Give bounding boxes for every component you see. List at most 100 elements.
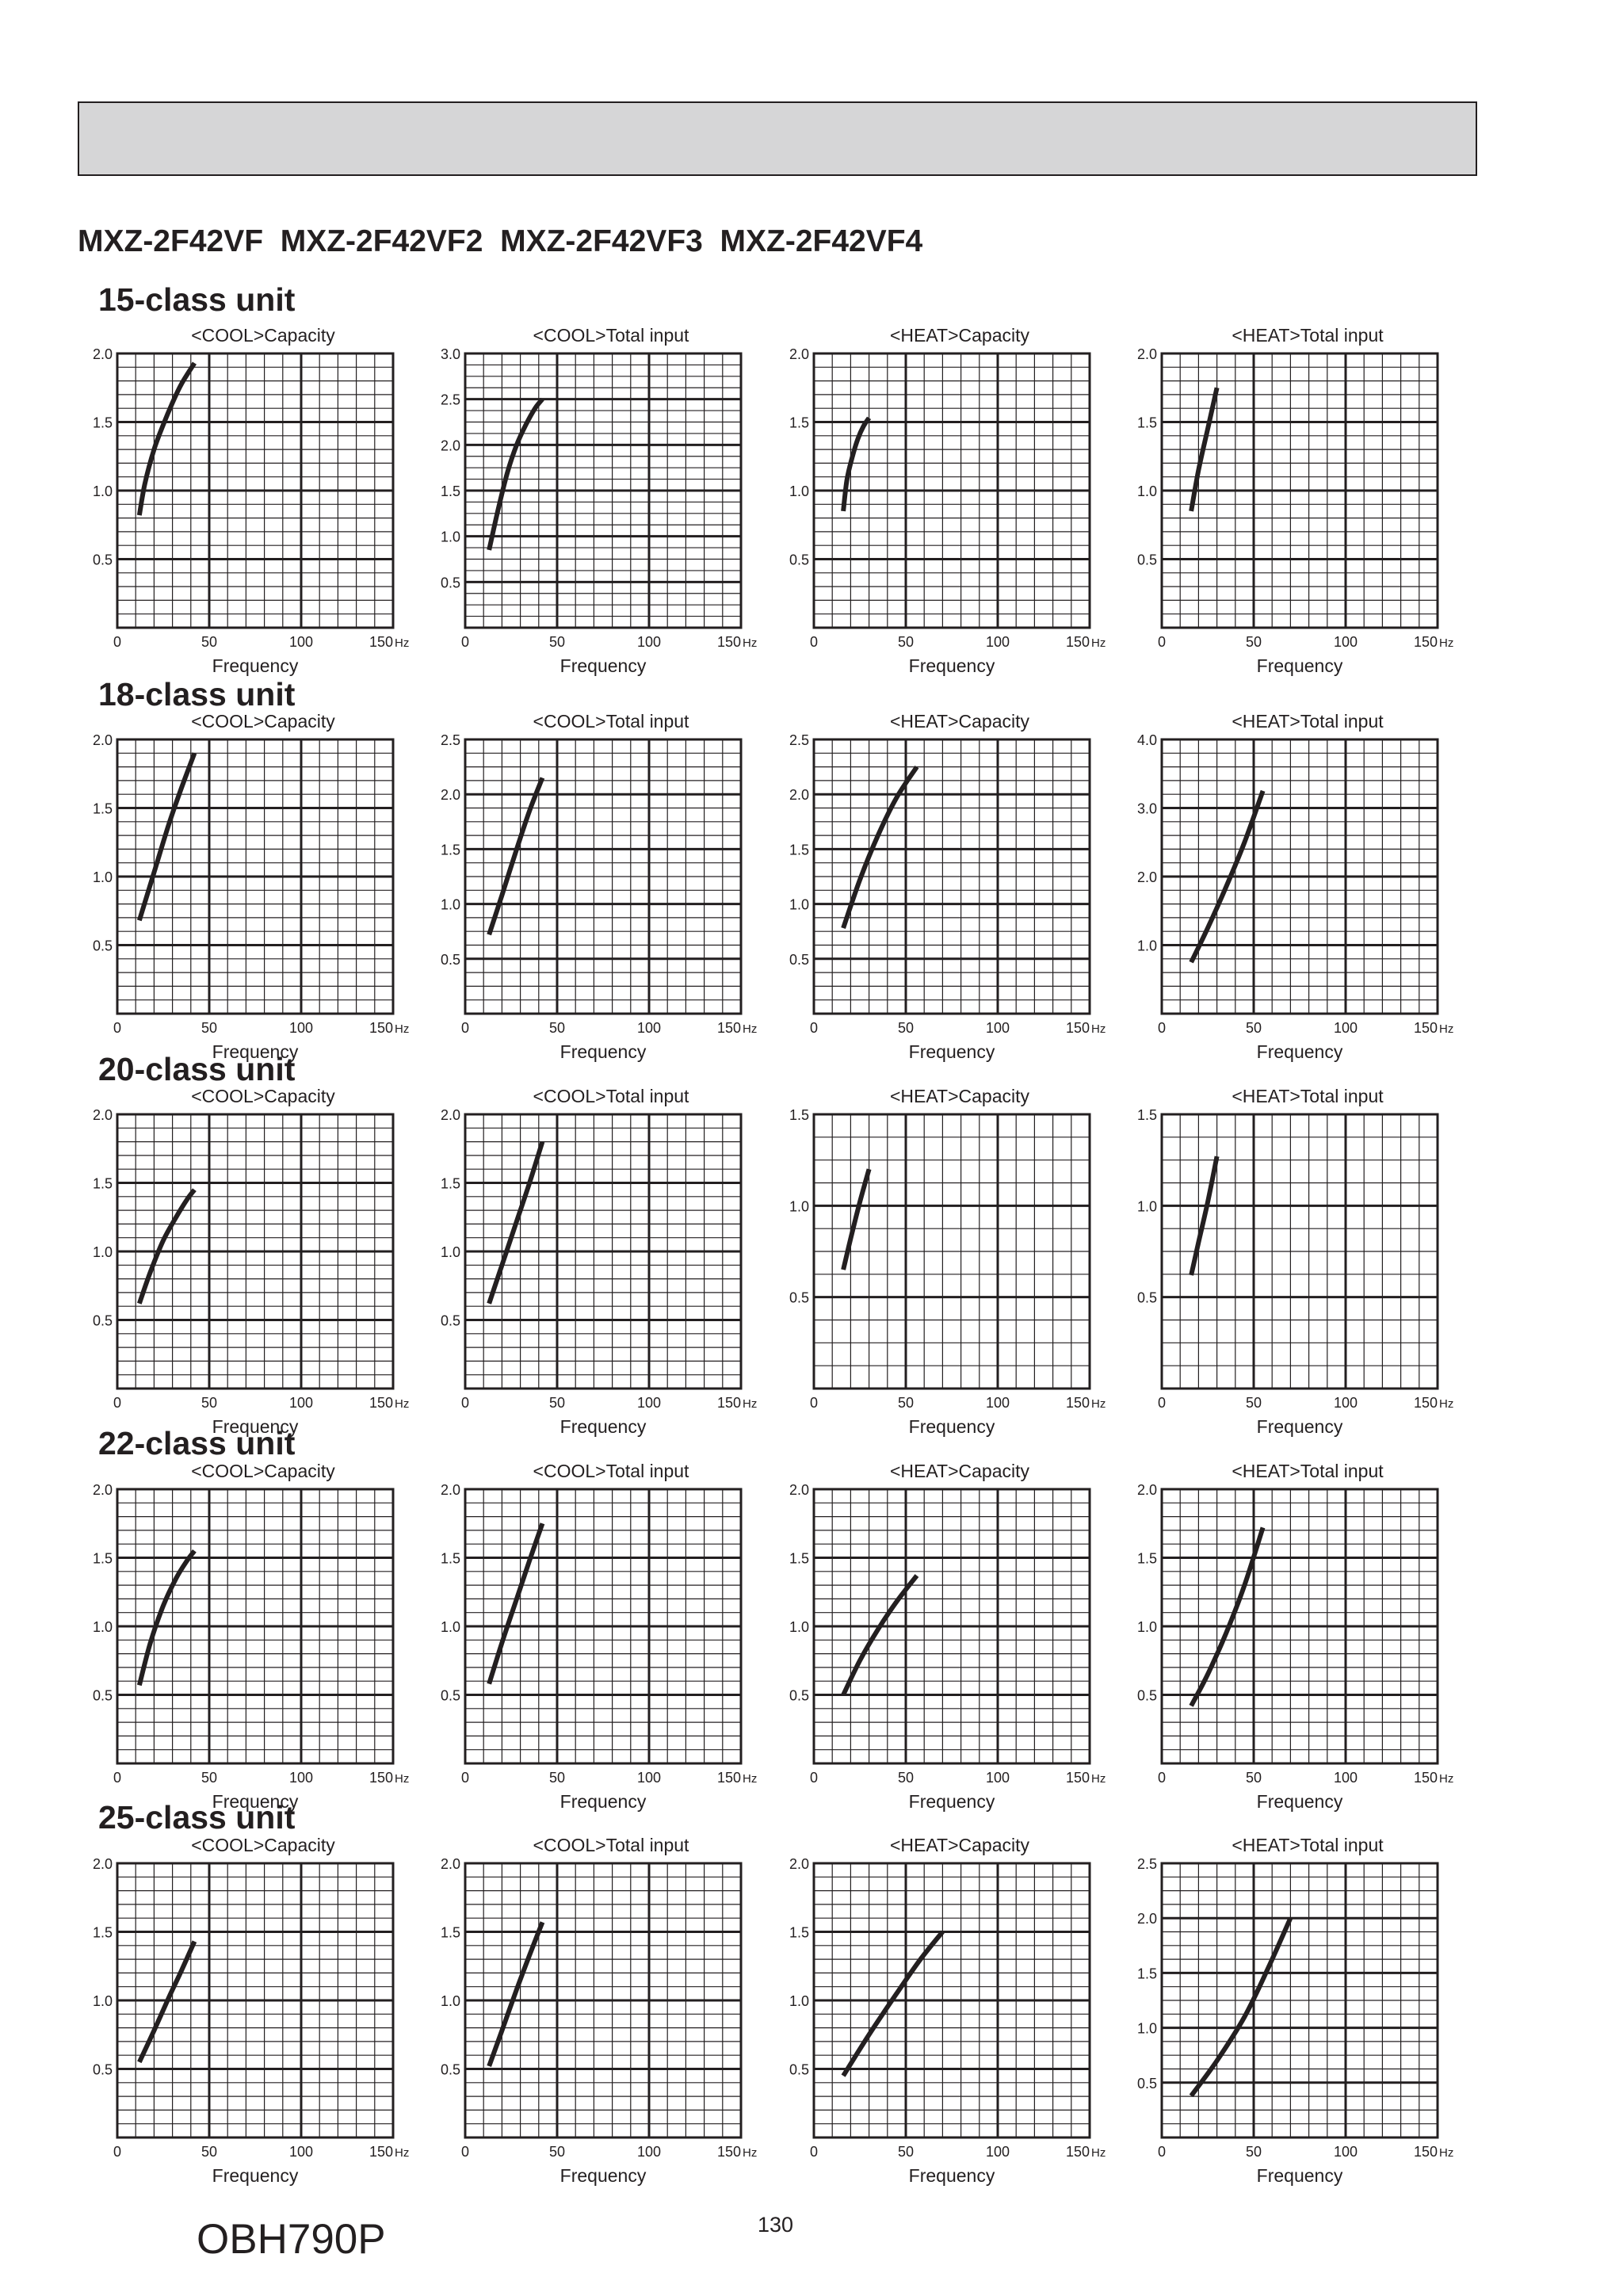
x-tick-label: 100 xyxy=(986,1020,1010,1036)
x-tick-label: 0 xyxy=(810,1020,818,1036)
series-line xyxy=(136,1549,197,1687)
x-tick-label: 50 xyxy=(898,634,914,650)
x-tick-label: 0 xyxy=(810,634,818,650)
series-line xyxy=(487,1522,545,1685)
x-tick-label: 150 xyxy=(1414,634,1438,650)
x-unit-label: Hz xyxy=(1439,636,1453,650)
y-tick-label: 2.0 xyxy=(93,1107,113,1123)
y-tick-label: 2.0 xyxy=(789,346,809,362)
chart-title: <COOL>Total input xyxy=(533,1835,689,1855)
x-tick-label: 0 xyxy=(810,2144,818,2160)
chart-title: <HEAT>Capacity xyxy=(890,1835,1029,1855)
plot-frame xyxy=(464,1488,743,1765)
series-line xyxy=(841,1168,872,1270)
chart-plot: 0.5 1.0 1.5 2.0 0 50 100 150 Hz Frequency xyxy=(789,346,1106,676)
y-tick-label: 1.0 xyxy=(441,1244,460,1260)
series-line xyxy=(1189,1156,1220,1276)
chart-plot: 0.5 1.0 1.5 2.0 2.5 3.0 0 50 100 150 Hz Frequency xyxy=(441,346,757,676)
chart-plot: 0.5 1.0 1.5 2.0 0 50 100 150 Hz Frequency xyxy=(93,346,409,676)
x-axis-label: Frequency xyxy=(909,2165,995,2186)
x-axis-label: Frequency xyxy=(909,1041,995,1062)
x-tick-label: 100 xyxy=(637,634,661,650)
x-tick-label: 100 xyxy=(1334,1770,1358,1786)
chart-plot: 1.0 2.0 3.0 4.0 0 50 100 150 Hz Frequency xyxy=(1137,732,1453,1062)
x-tick-label: 50 xyxy=(549,2144,565,2160)
x-tick-label: 50 xyxy=(549,1395,565,1411)
chart-plot: 0.5 1.0 1.5 2.0 0 50 100 150 Hz Frequency xyxy=(93,1856,409,2186)
x-tick-label: 0 xyxy=(113,2144,121,2160)
x-unit-label: Hz xyxy=(395,1397,409,1411)
plot-frame xyxy=(812,1862,1091,2139)
chart-title: <COOL>Total input xyxy=(533,1086,689,1106)
y-tick-label: 2.0 xyxy=(441,1856,460,1872)
y-tick-label: 1.0 xyxy=(93,1993,113,2009)
series-line xyxy=(1189,1526,1266,1707)
plot-frame xyxy=(1160,738,1439,1015)
x-tick-label: 50 xyxy=(1246,2144,1262,2160)
y-tick-label: 0.5 xyxy=(93,552,113,568)
x-tick-label: 50 xyxy=(898,1770,914,1786)
x-tick-label: 100 xyxy=(637,2144,661,2160)
plot-frame xyxy=(464,1862,743,2139)
chart-plot: 0.5 1.0 1.5 2.0 2.5 0 50 100 150 Hz Frequency xyxy=(1137,1856,1453,2186)
y-tick-label: 2.0 xyxy=(93,732,113,748)
x-tick-label: 50 xyxy=(201,1395,217,1411)
chart-title: <HEAT>Total input xyxy=(1232,1461,1384,1481)
y-tick-label: 1.0 xyxy=(789,1993,809,2009)
chart-plot: 0.5 1.0 1.5 2.0 2.5 0 50 100 150 Hz Frequency xyxy=(789,732,1106,1062)
y-tick-label: 1.5 xyxy=(441,842,460,858)
chart-title: <HEAT>Capacity xyxy=(890,1461,1029,1481)
y-tick-label: 0.5 xyxy=(789,552,809,568)
x-unit-label: Hz xyxy=(743,1397,757,1411)
y-tick-label: 1.5 xyxy=(789,1551,809,1567)
y-tick-label: 2.0 xyxy=(789,1856,809,1872)
chart-title: <HEAT>Capacity xyxy=(890,1086,1029,1106)
x-tick-label: 150 xyxy=(1414,1395,1438,1411)
x-unit-label: Hz xyxy=(1091,2146,1106,2160)
y-tick-label: 1.5 xyxy=(93,801,113,817)
x-axis-label: Frequency xyxy=(909,1791,995,1812)
x-axis-label: Frequency xyxy=(212,1791,299,1812)
x-tick-label: 0 xyxy=(461,2144,469,2160)
x-unit-label: Hz xyxy=(1091,1772,1106,1786)
x-tick-label: 50 xyxy=(1246,1395,1262,1411)
chart-title: <COOL>Total input xyxy=(533,1461,689,1481)
chart-plot: 0.5 1.0 1.5 2.0 0 50 100 150 Hz Frequency xyxy=(441,1856,757,2186)
y-tick-label: 1.5 xyxy=(441,1925,460,1941)
y-tick-label: 1.0 xyxy=(1137,1198,1157,1214)
chart-title: <COOL>Capacity xyxy=(191,1461,335,1481)
series-line xyxy=(841,416,872,512)
series-line xyxy=(487,777,545,936)
x-tick-label: 50 xyxy=(201,2144,217,2160)
y-tick-label: 1.0 xyxy=(1137,2021,1157,2037)
chart-title: <HEAT>Total input xyxy=(1232,711,1384,732)
series-line xyxy=(1189,1916,1293,2098)
x-axis-label: Frequency xyxy=(560,2165,647,2186)
x-tick-label: 100 xyxy=(986,634,1010,650)
chart-plot: 0.5 1.0 1.5 2.0 0 50 100 150 Hz Frequency xyxy=(93,732,409,1062)
y-tick-label: 1.5 xyxy=(789,1107,809,1123)
chart-plot: 0.5 1.0 1.5 2.0 0 50 100 150 Hz Frequency xyxy=(789,1856,1106,2186)
y-tick-label: 1.0 xyxy=(789,897,809,913)
plot-frame xyxy=(116,1113,395,1390)
y-tick-label: 1.0 xyxy=(93,869,113,885)
x-tick-label: 50 xyxy=(898,1020,914,1036)
chart-title: <COOL>Capacity xyxy=(191,325,335,346)
chart-plot: 0.5 1.0 1.5 2.0 0 50 100 150 Hz Frequency xyxy=(93,1482,409,1812)
x-unit-label: Hz xyxy=(1439,1397,1453,1411)
x-tick-label: 150 xyxy=(717,1770,741,1786)
x-tick-label: 100 xyxy=(289,634,313,650)
series-line xyxy=(487,1921,545,2068)
x-tick-label: 0 xyxy=(113,1020,121,1036)
y-tick-label: 1.5 xyxy=(93,1551,113,1567)
y-tick-label: 0.5 xyxy=(441,1313,460,1329)
chart-plot: 0.5 1.0 1.5 2.0 0 50 100 150 Hz Frequency xyxy=(789,1482,1106,1812)
y-tick-label: 1.5 xyxy=(1137,1966,1157,1981)
x-tick-label: 150 xyxy=(1066,634,1090,650)
y-tick-label: 0.5 xyxy=(441,1688,460,1704)
y-tick-label: 1.0 xyxy=(441,1619,460,1635)
plot-frame xyxy=(116,1488,395,1765)
x-tick-label: 150 xyxy=(1414,1020,1438,1036)
x-tick-label: 150 xyxy=(369,634,393,650)
x-tick-label: 150 xyxy=(1066,1395,1090,1411)
